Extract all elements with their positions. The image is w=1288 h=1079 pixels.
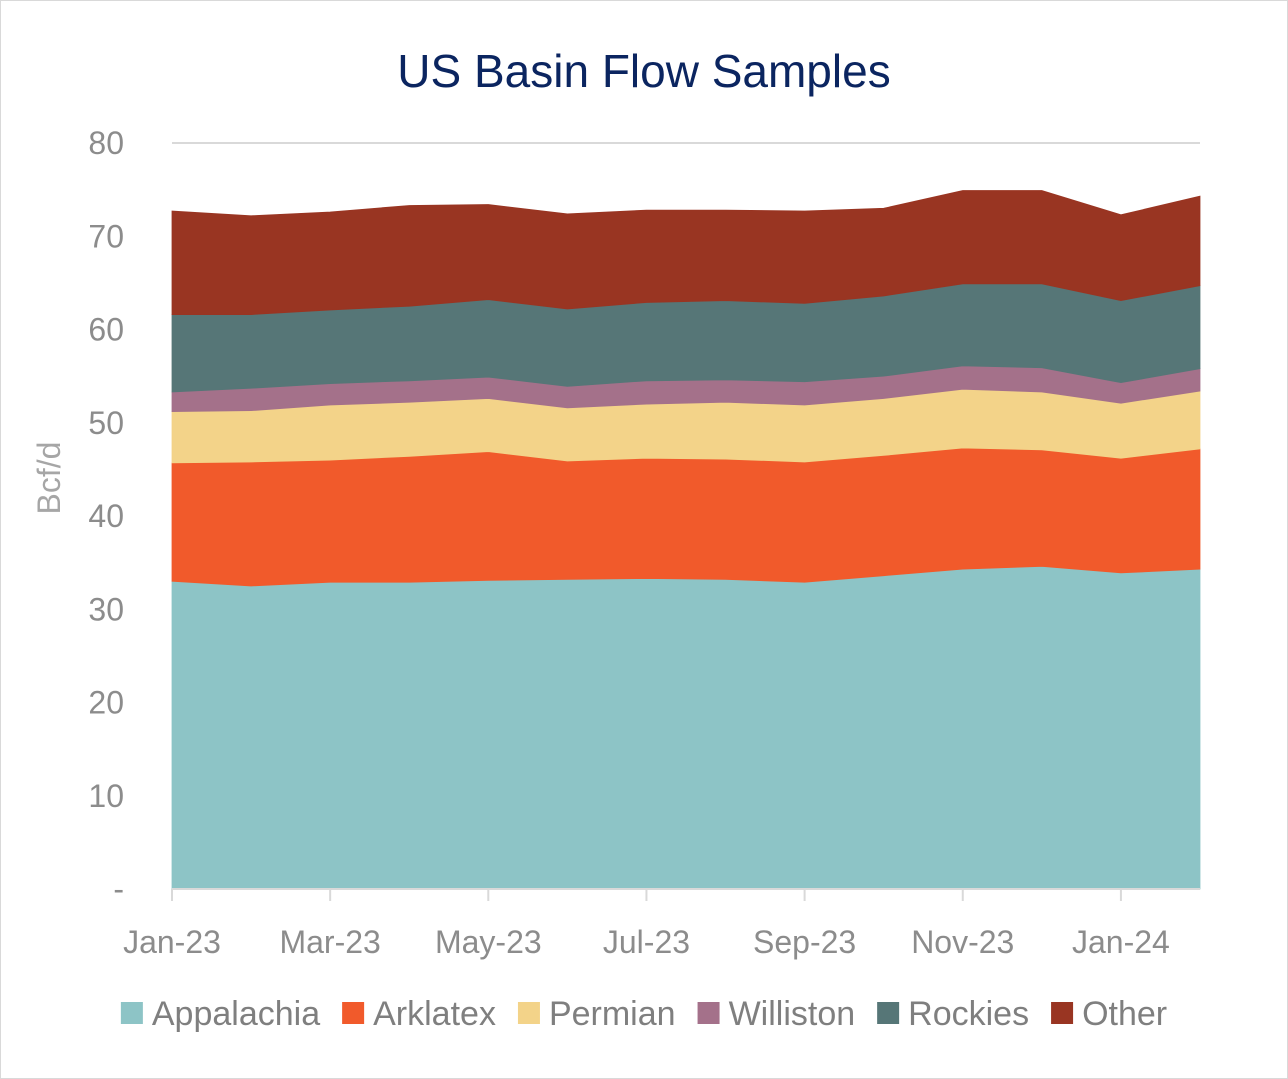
y-tick-label: 50 [88, 405, 124, 441]
x-tick-label: Sep-23 [753, 924, 856, 960]
x-axis-ticks: Jan-23 Mar-23 May-23 Jul-23 Sep-23 Nov-23 Jan-… [123, 889, 1170, 960]
legend-item-permian: Permian [517, 995, 676, 1033]
legend-item-other: Other [1051, 995, 1167, 1033]
x-tick-label: Mar-23 [279, 924, 380, 960]
y-tick-label: - [113, 871, 124, 907]
legend: Appalachia Arklatex Permian Williston Rockie… [120, 995, 1167, 1033]
y-axis-ticks: - 10 20 30 40 50 60 70 80 [88, 125, 124, 907]
y-tick-label: 20 [88, 685, 124, 721]
legend-item-arklatex: Arklatex [342, 995, 496, 1033]
legend-swatch [517, 1002, 540, 1024]
y-axis-label: Bcf/d [31, 442, 67, 515]
y-tick-label: 10 [88, 778, 124, 814]
y-tick-label: 70 [88, 218, 124, 254]
x-tick-label: Nov-23 [911, 924, 1014, 960]
chart-title: US Basin Flow Samples [397, 45, 891, 97]
legend-swatch [120, 1002, 143, 1024]
x-tick-label: Jan-24 [1072, 924, 1170, 960]
legend-label: Williston [729, 995, 856, 1033]
x-tick-label: Jan-23 [123, 924, 221, 960]
legend-label: Appalachia [152, 995, 320, 1033]
legend-item-rockies: Rockies [877, 995, 1029, 1033]
x-tick-label: Jul-23 [603, 924, 690, 960]
area-appalachia [171, 565, 1201, 890]
legend-label: Rockies [908, 995, 1029, 1033]
y-tick-label: 80 [88, 125, 124, 161]
y-tick-label: 60 [88, 312, 124, 348]
area-series-layer [171, 190, 1201, 890]
legend-label: Other [1082, 995, 1167, 1033]
area-other [171, 190, 1201, 315]
y-tick-label: 30 [88, 591, 124, 627]
legend-swatch [342, 1002, 365, 1024]
x-tick-label: May-23 [435, 924, 542, 960]
legend-swatch [877, 1002, 900, 1024]
legend-swatch [1051, 1002, 1074, 1024]
legend-swatch [697, 1002, 720, 1024]
y-tick-label: 40 [88, 498, 124, 534]
legend-item-appalachia: Appalachia [120, 995, 320, 1033]
legend-item-williston: Williston [697, 995, 856, 1033]
legend-label: Permian [549, 995, 676, 1033]
area-arklatex [171, 447, 1201, 587]
legend-label: Arklatex [373, 995, 496, 1033]
